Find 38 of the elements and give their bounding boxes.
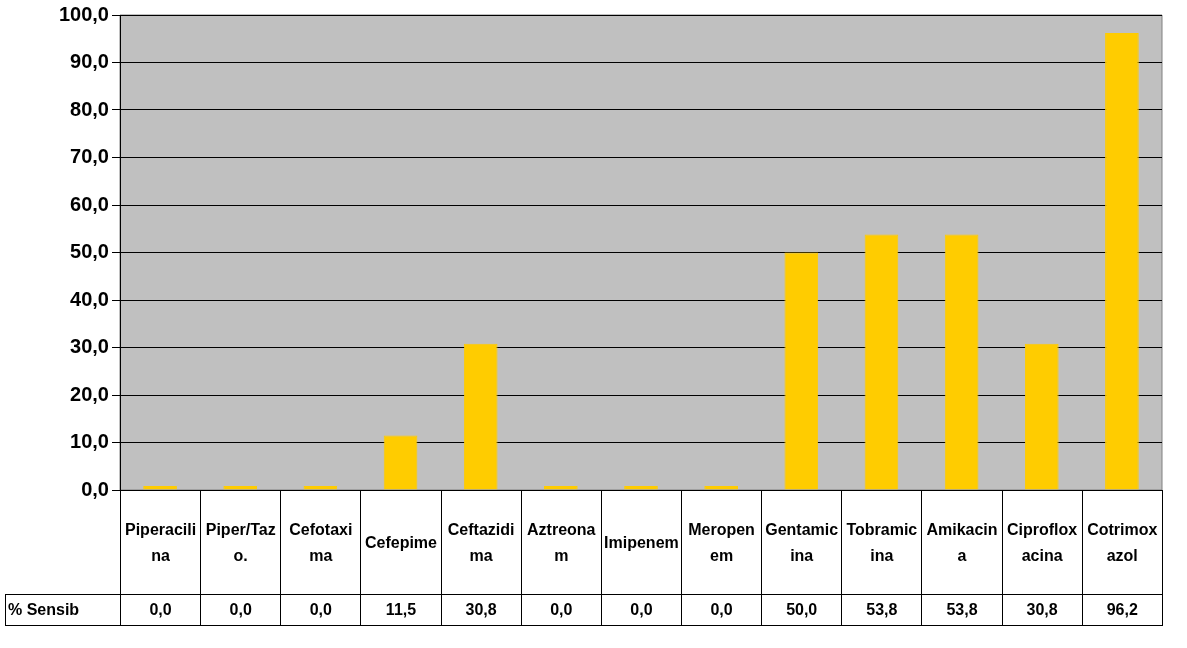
y-tick-label: 20,0 — [70, 382, 109, 405]
x-tick-label: Piperacilina — [120, 490, 201, 595]
x-tick-label: Amikacina — [921, 490, 1003, 595]
x-tick-label: Aztreonam — [521, 490, 602, 595]
data-label: 96,2 — [1082, 594, 1163, 626]
data-label: 0,0 — [601, 594, 682, 626]
x-tick-label: Cefotaxima — [280, 490, 361, 595]
data-label: 30,8 — [441, 594, 522, 626]
y-tick-label: 100,0 — [58, 2, 109, 25]
y-tick-label: 90,0 — [70, 50, 109, 73]
y-tick-label: 70,0 — [70, 145, 109, 168]
x-tick-label: Cefepime — [360, 490, 442, 595]
data-label: 50,0 — [761, 594, 842, 626]
data-label: 53,8 — [921, 594, 1003, 626]
y-tick-label: 0,0 — [81, 477, 109, 500]
x-tick-label: Tobramicina — [841, 490, 922, 595]
y-tick-label: 50,0 — [70, 240, 109, 263]
data-label: 0,0 — [681, 594, 762, 626]
y-tick-label: 80,0 — [70, 97, 109, 120]
data-label: 0,0 — [120, 594, 201, 626]
y-tick-label: 60,0 — [70, 192, 109, 215]
x-tick-label: Meropenem — [681, 490, 762, 595]
x-tick-label: Imipenem — [601, 490, 682, 595]
data-label: 0,0 — [280, 594, 361, 626]
data-label: 11,5 — [360, 594, 442, 626]
x-tick-label: Piper/Tazo. — [200, 490, 281, 595]
x-tick-label: Gentamicina — [761, 490, 842, 595]
data-label: 53,8 — [841, 594, 922, 626]
y-tick-label: 10,0 — [70, 430, 109, 453]
y-tick-label: 40,0 — [70, 287, 109, 310]
text: % Sensib — [5, 594, 121, 626]
y-tick-label: 30,0 — [70, 335, 109, 358]
x-tick-label: Cotrimoxazol — [1082, 490, 1163, 595]
data-label: 0,0 — [200, 594, 281, 626]
data-label: 30,8 — [1002, 594, 1083, 626]
x-tick-label: Ciprofloxacina — [1002, 490, 1083, 595]
data-label: 0,0 — [521, 594, 602, 626]
x-tick-label: Ceftazidima — [441, 490, 522, 595]
